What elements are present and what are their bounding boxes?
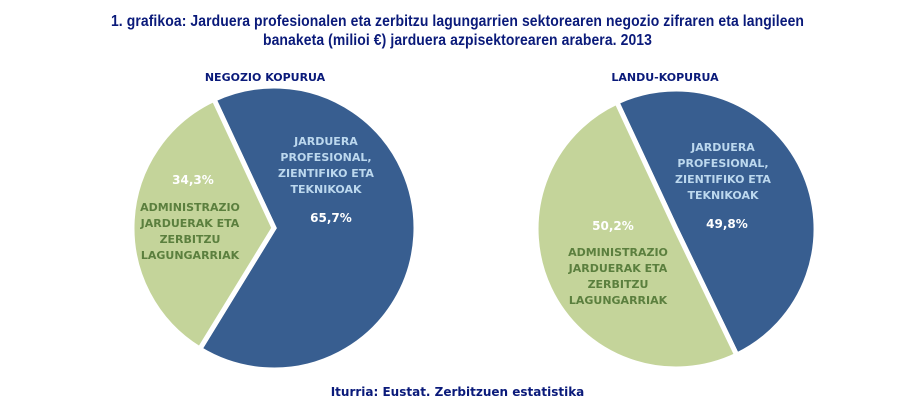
svg-text:ZERBITZU: ZERBITZU — [160, 233, 221, 246]
right-green-percent: 50,2% — [592, 219, 634, 233]
right-green-label: ADMINISTRAZIO JARDUERAK ETA ZERBITZU LAG… — [568, 246, 668, 307]
svg-text:JARDUERAK ETA: JARDUERAK ETA — [568, 262, 668, 275]
svg-text:TEKNIKOAK: TEKNIKOAK — [688, 189, 759, 202]
left-blue-label: JARDUERA PROFESIONAL, ZIENTIFIKO ETA TEK… — [278, 135, 374, 196]
left-pie-slice-professional — [196, 83, 419, 373]
chart-title: 1. grafikoa: Jarduera profesionalen eta … — [46, 12, 870, 50]
left-pie-title: NEGOZIO KOPURUA — [205, 71, 326, 84]
source-note: Iturria: Eustat. Zerbitzuen estatistika — [330, 385, 585, 399]
svg-text:PROFESIONAL,: PROFESIONAL, — [677, 157, 768, 170]
svg-text:ZERBITZU: ZERBITZU — [588, 278, 649, 291]
svg-text:LAGUNGARRIAK: LAGUNGARRIAK — [141, 249, 240, 262]
svg-text:ADMINISTRAZIO: ADMINISTRAZIO — [568, 246, 668, 259]
svg-text:LAGUNGARRIAK: LAGUNGARRIAK — [569, 294, 668, 307]
svg-text:ZIENTIFIKO ETA: ZIENTIFIKO ETA — [675, 173, 771, 186]
right-blue-label: JARDUERA PROFESIONAL, ZIENTIFIKO ETA TEK… — [675, 141, 771, 202]
svg-text:JARDUERA: JARDUERA — [690, 141, 755, 154]
svg-text:JARDUERAK ETA: JARDUERAK ETA — [140, 217, 240, 230]
right-blue-percent: 49,8% — [706, 217, 748, 231]
svg-text:TEKNIKOAK: TEKNIKOAK — [291, 183, 362, 196]
right-pie-title: LANDU-KOPURUA — [611, 71, 719, 84]
right-pie-chart: LANDU-KOPURUA JARDUERA PROFESIONAL, ZIEN… — [533, 71, 819, 372]
left-green-percent: 34,3% — [172, 173, 214, 187]
left-blue-percent: 65,7% — [310, 211, 352, 225]
right-pie-slice-administrative — [533, 98, 741, 372]
chart-title-line2: banaketa (milioi €) jarduera azpisektore… — [262, 32, 653, 49]
left-pie-slice-administrative — [129, 95, 277, 353]
svg-text:PROFESIONAL,: PROFESIONAL, — [280, 151, 371, 164]
left-green-label: ADMINISTRAZIO JARDUERAK ETA ZERBITZU LAG… — [140, 201, 240, 262]
left-pie-chart: NEGOZIO KOPURUA JARDUERA PROFESIONAL, ZI… — [129, 71, 419, 373]
svg-text:ADMINISTRAZIO: ADMINISTRAZIO — [140, 201, 240, 214]
chart-title-line1: 1. grafikoa: Jarduera profesionalen eta … — [110, 13, 805, 30]
svg-text:ZIENTIFIKO ETA: ZIENTIFIKO ETA — [278, 167, 374, 180]
right-pie-slice-professional — [613, 86, 819, 359]
svg-text:JARDUERA: JARDUERA — [293, 135, 358, 148]
